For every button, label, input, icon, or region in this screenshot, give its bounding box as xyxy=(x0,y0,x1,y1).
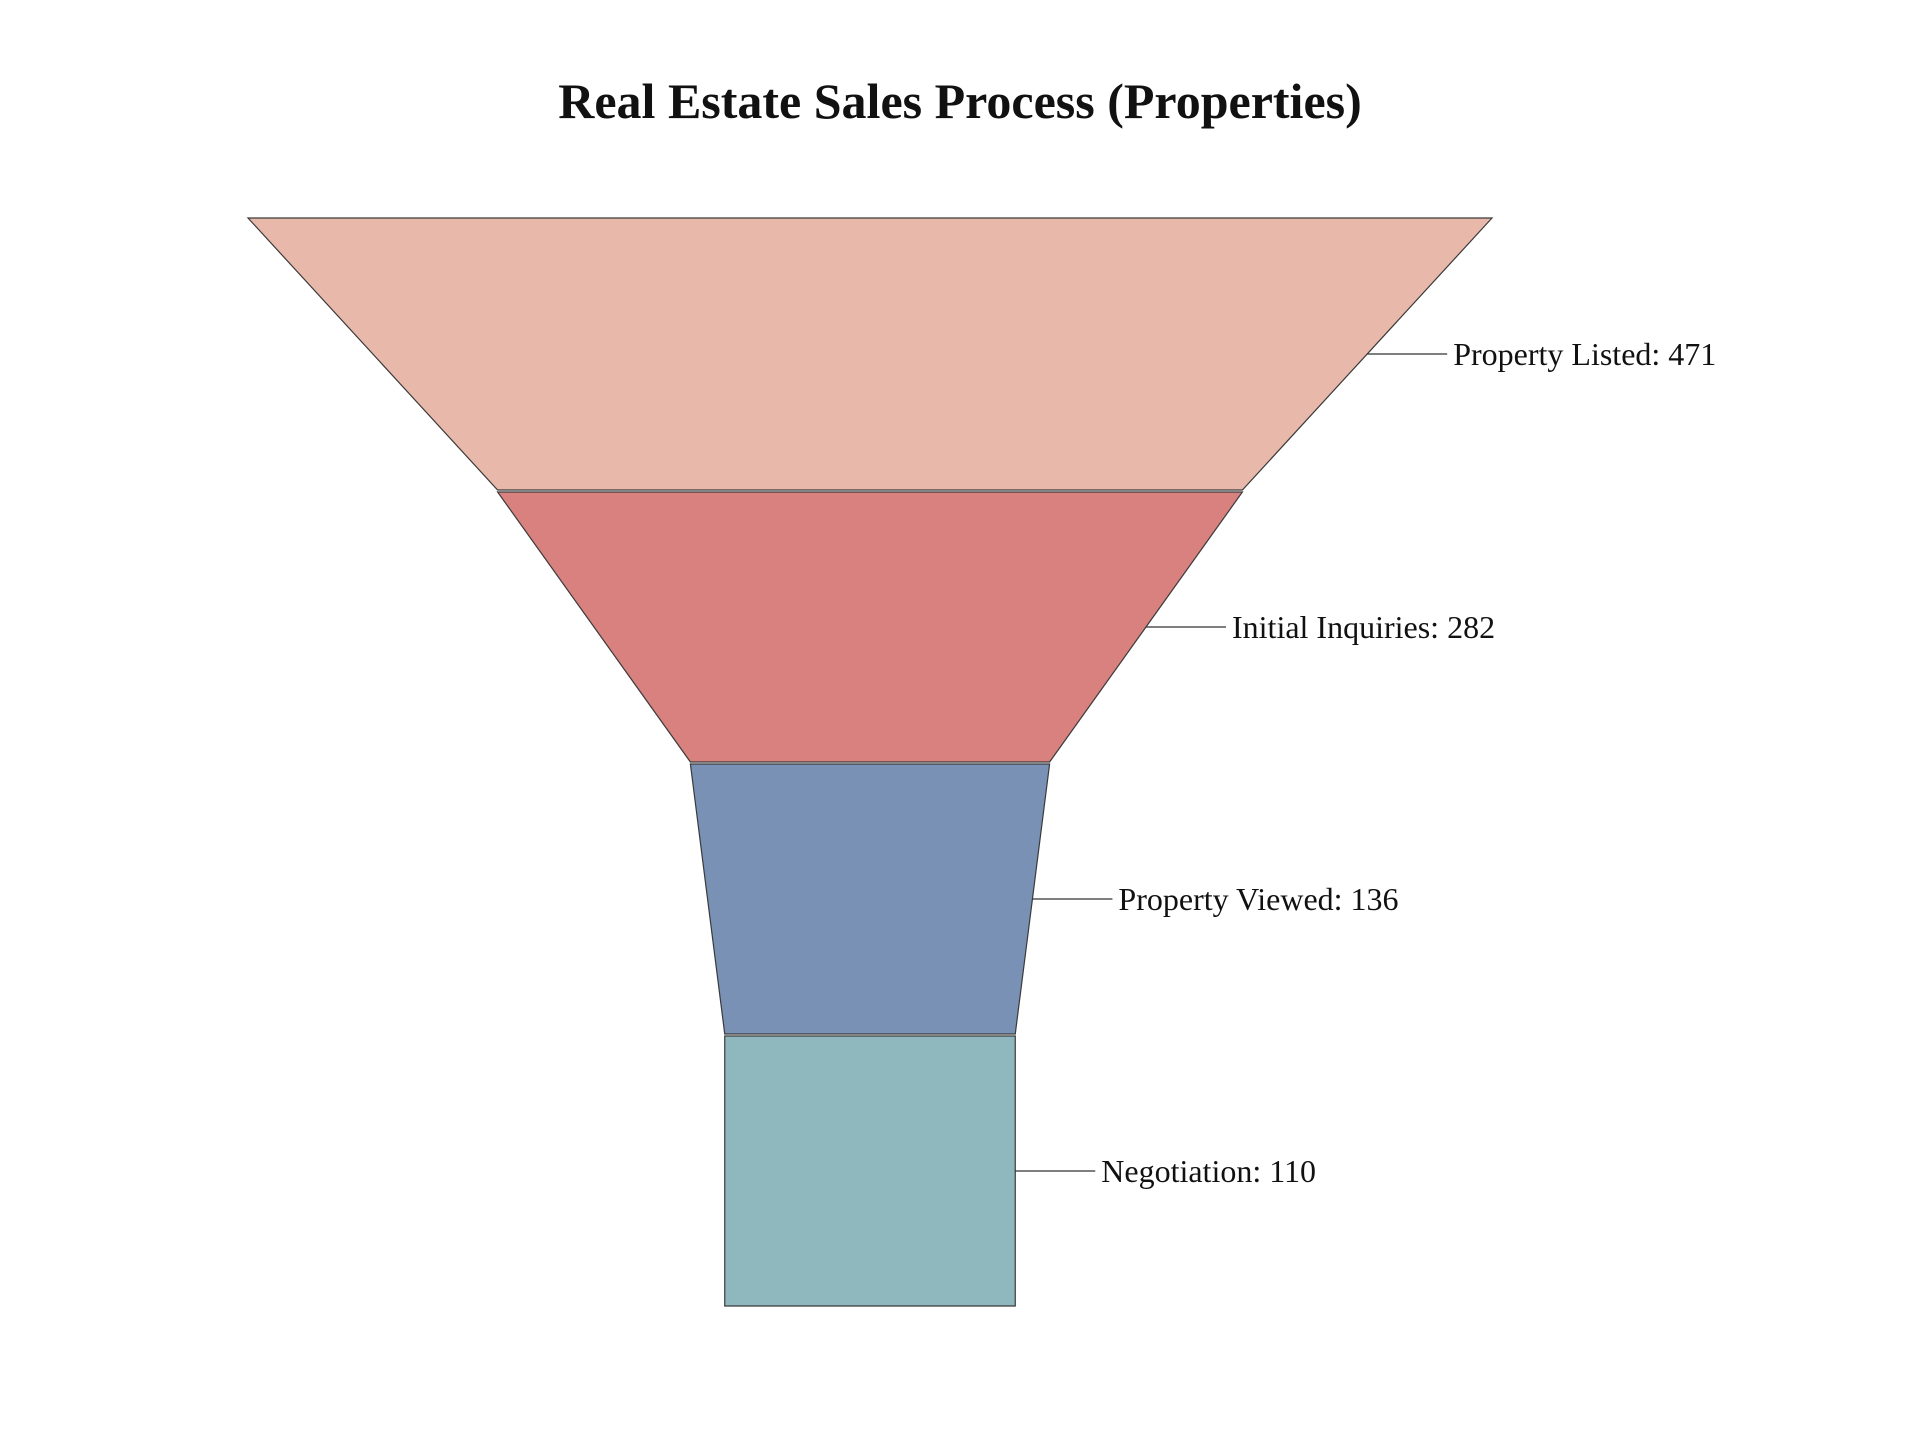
stage-label-initial-inquiries: Initial Inquiries: 282 xyxy=(1232,609,1495,645)
funnel-stage-negotiation xyxy=(724,1035,1016,1307)
stage-label-property-listed: Property Listed: 471 xyxy=(1453,336,1716,372)
funnel-stage-property-listed xyxy=(246,217,1494,491)
chart-title: Real Estate Sales Process (Properties) xyxy=(558,73,1362,129)
funnel-stage-initial-inquiries xyxy=(496,491,1244,763)
funnel-stage-property-viewed xyxy=(689,763,1051,1035)
stage-label-property-viewed: Property Viewed: 136 xyxy=(1118,881,1398,917)
stage-label-negotiation: Negotiation: 110 xyxy=(1101,1153,1316,1189)
